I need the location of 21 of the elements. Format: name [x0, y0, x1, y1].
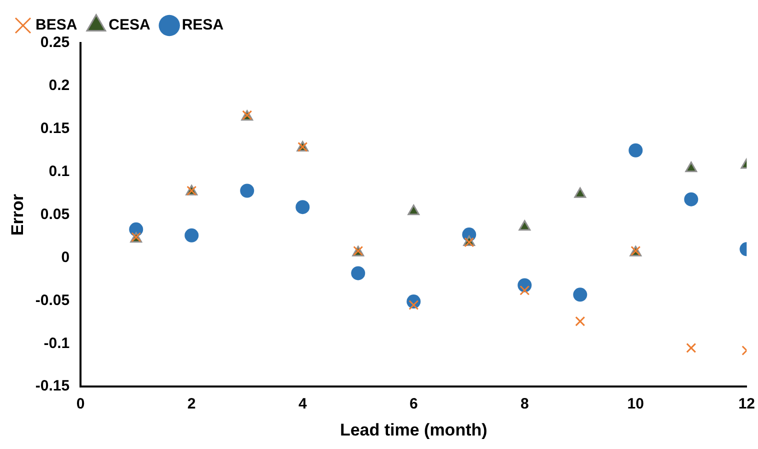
y-tick-label: 0.15 — [40, 120, 70, 138]
y-tick-label: 0 — [61, 248, 70, 266]
x-axis-title: Lead time (month) — [340, 420, 488, 440]
y-tick-label: -0.05 — [35, 292, 70, 309]
y-tick-label: 0.05 — [40, 206, 70, 223]
y-tick-label: 0.2 — [48, 77, 70, 94]
x-tick-label: 4 — [298, 396, 308, 413]
y-tick-label: -0.1 — [44, 334, 70, 352]
legend-label: CESA — [108, 16, 151, 34]
legend-label: RESA — [182, 16, 224, 34]
x-tick-label: 6 — [409, 396, 418, 413]
y-tick-label: -0.15 — [35, 378, 70, 395]
y-tick-label: 0.25 — [40, 34, 70, 52]
x-tick-label: 10 — [627, 396, 644, 413]
y-tick-label: 0.1 — [48, 162, 70, 180]
legend-label: BESA — [36, 16, 78, 34]
y-axis-title: Error — [8, 194, 27, 236]
x-tick-label: 2 — [187, 396, 196, 413]
x-tick-label: 12 — [738, 396, 755, 413]
x-tick-label: 8 — [520, 396, 529, 413]
x-tick-label: 0 — [76, 396, 85, 413]
